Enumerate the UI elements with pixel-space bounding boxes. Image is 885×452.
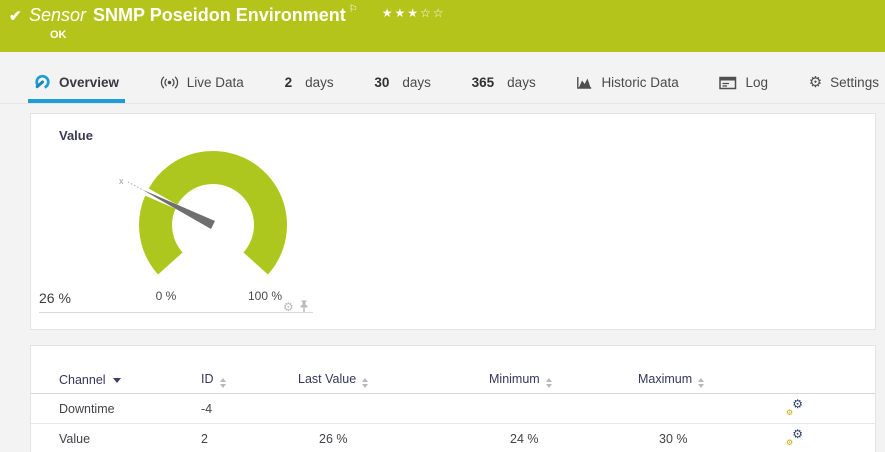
gauge-scale-max: 100 % xyxy=(247,289,283,303)
settings-gear-icon: ⚙ xyxy=(808,73,823,91)
tab-live-data[interactable]: Live Data xyxy=(154,75,250,103)
tab-label: days xyxy=(305,75,334,90)
tab-30-days[interactable]: 30 days xyxy=(368,75,437,103)
tab-historic-data[interactable]: Historic Data xyxy=(570,75,684,103)
cell-channel: Value xyxy=(59,431,91,446)
gauge-icon xyxy=(34,74,51,90)
tab-label: Log xyxy=(745,75,768,90)
gauge-current-value: 26 % xyxy=(39,290,71,306)
sort-icon xyxy=(698,377,705,388)
tab-label: days xyxy=(402,75,431,90)
cell-minimum: 24 % xyxy=(510,431,539,446)
tab-label: Settings xyxy=(830,75,879,90)
channel-table: Channel ID Last Value Minimum Maximum Do… xyxy=(31,366,875,452)
tab-label: Historic Data xyxy=(601,75,679,90)
stars-empty: ☆☆ xyxy=(420,6,446,20)
column-header-last-value[interactable]: Last Value xyxy=(298,372,489,388)
channel-table-header: Channel ID Last Value Minimum Maximum xyxy=(31,366,875,394)
sort-icon xyxy=(219,377,226,388)
tab-label: Overview xyxy=(59,74,120,90)
tab-2-days[interactable]: 2 days xyxy=(279,75,340,103)
object-type-label: Sensor xyxy=(29,5,87,25)
tab-number: 30 xyxy=(374,75,390,90)
sensor-title: SNMP Poseidon Environment xyxy=(93,5,346,25)
log-icon xyxy=(719,76,737,90)
column-header-id[interactable]: ID xyxy=(201,372,298,388)
pin-icon[interactable] xyxy=(299,300,309,313)
column-header-minimum[interactable]: Minimum xyxy=(489,372,638,388)
sensor-status-banner: ✔ Sensor SNMP Poseidon Environment ⚐ ★★★☆☆ … xyxy=(0,0,885,52)
column-header-maximum[interactable]: Maximum xyxy=(638,372,786,388)
sensor-tabbar: Overview Live Data 2 days 30 days xyxy=(0,52,885,104)
widget-settings-gear-icon[interactable]: ⚙ xyxy=(283,299,294,314)
table-row-downtime[interactable]: Downtime -4 ⚙ ⚙ xyxy=(31,394,875,424)
table-row-value[interactable]: Value 2 26 % 24 % 30 % ⚙ ⚙ xyxy=(31,424,875,452)
column-header-channel[interactable]: Channel xyxy=(59,373,201,387)
gauge-scale-min: 0 % xyxy=(155,289,177,303)
tab-number: 365 xyxy=(471,75,495,90)
gauge-widget-divider xyxy=(39,312,313,313)
priority-stars[interactable]: ★★★☆☆ xyxy=(382,6,446,20)
tab-settings[interactable]: ⚙ Settings xyxy=(803,75,885,103)
sort-icon xyxy=(362,377,369,388)
needle-label: x xyxy=(119,176,124,186)
tab-365-days[interactable]: 365 days xyxy=(466,75,542,103)
cell-last-value: 26 % xyxy=(319,431,348,446)
status-badge: OK xyxy=(50,29,67,41)
cell-id: -4 xyxy=(201,401,213,416)
sort-desc-icon xyxy=(112,377,121,383)
flag-icon[interactable]: ⚐ xyxy=(348,4,358,15)
cell-channel: Downtime xyxy=(59,401,115,416)
cell-id: 2 xyxy=(201,431,208,446)
tab-log[interactable]: Log xyxy=(713,75,774,103)
cell-maximum: 30 % xyxy=(659,431,688,446)
tab-label: days xyxy=(507,75,536,90)
live-data-icon xyxy=(160,75,179,90)
gauge-chart: x xyxy=(119,151,287,275)
gauge-panel: Value x 26 % 0 % 100 % ⚙ xyxy=(30,113,876,330)
tab-overview[interactable]: Overview xyxy=(28,74,126,103)
channel-settings-icon[interactable]: ⚙ ⚙ xyxy=(786,427,803,447)
historic-chart-icon xyxy=(576,75,593,90)
channel-settings-icon[interactable]: ⚙ ⚙ xyxy=(786,397,803,417)
channel-table-panel: Channel ID Last Value Minimum Maximum Do… xyxy=(30,345,876,452)
sort-icon xyxy=(545,377,552,388)
gauge-panel-title: Value xyxy=(59,128,93,143)
tab-label: Live Data xyxy=(186,75,244,90)
status-ok-check-icon: ✔ xyxy=(9,8,22,25)
stars-filled: ★★★ xyxy=(381,6,420,20)
tab-number: 2 xyxy=(284,75,293,90)
